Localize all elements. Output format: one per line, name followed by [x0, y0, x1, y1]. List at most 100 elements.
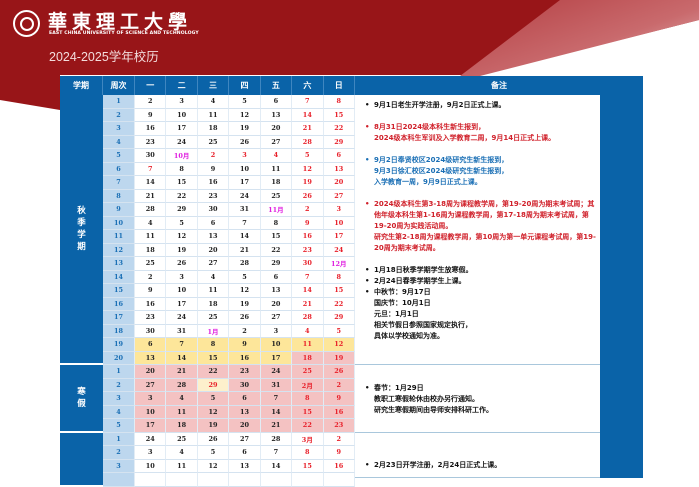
day-cell: 3	[166, 95, 198, 109]
day-cell: 19	[166, 243, 198, 257]
day-cell: 5	[229, 270, 261, 284]
day-cell: 21	[260, 419, 293, 433]
week-number: 16	[103, 297, 135, 311]
week-number: 3	[103, 459, 135, 473]
day-cell: 27	[323, 189, 355, 203]
day-cell: 6	[229, 446, 261, 460]
semester-label: 秋 季 学 期	[60, 95, 103, 365]
day-cell: 17	[260, 351, 293, 365]
week-row: 4 10 11 12 13 14 15 16	[103, 405, 355, 419]
week-number: 5	[103, 419, 135, 433]
day-cell: 28	[166, 378, 198, 392]
note-line: 2月23日开学注册，2月24日正式上课。	[374, 460, 502, 469]
day-cell: 16	[229, 351, 261, 365]
day-cell: 28	[260, 432, 293, 446]
day-cell: 22	[260, 243, 293, 257]
day-cell: 2	[135, 270, 167, 284]
day-cell: 16	[323, 405, 355, 419]
week-row: 19 6 7 8 9 10 11 12	[103, 338, 355, 352]
university-logo	[13, 10, 40, 37]
day-cell: 31	[166, 324, 198, 338]
week-number: 7	[103, 176, 135, 190]
day-cell: 4	[135, 216, 167, 230]
day-cell: 30	[229, 378, 261, 392]
day-cell: 8	[260, 216, 293, 230]
day-cell: 8	[166, 162, 198, 176]
day-cell: 6	[260, 270, 293, 284]
day-cell: 4	[197, 270, 230, 284]
day-cell: 4	[260, 149, 293, 163]
day-cell: 8	[197, 338, 230, 352]
note-line: 9月2日奉贤校区2024级研究生新生报到，	[374, 156, 509, 164]
note-line: 2月24日春季学期学生上课。	[374, 277, 466, 285]
day-cell: 18	[197, 122, 230, 136]
note-line: 2024级本科生第3-18周为课程教学周，第19-20周为期末考试周；其他年级本…	[374, 200, 595, 230]
notes-spring: 2月23日开学注册，2月24日正式上课。	[355, 432, 600, 478]
day-cell	[166, 473, 198, 487]
day-cell: 10	[135, 459, 167, 473]
day-cell: 13	[260, 284, 293, 298]
day-cell: 7	[135, 162, 167, 176]
day-cell: 7	[292, 95, 324, 109]
col-fri: 五	[261, 76, 293, 95]
day-cell: 22	[166, 189, 198, 203]
day-cell: 14	[260, 405, 293, 419]
col-notes: 备注	[490, 81, 507, 90]
day-cell: 26	[229, 135, 261, 149]
day-cell: 30	[292, 257, 324, 271]
note-item: 9月1日老生开学注册，9月2日正式上课。	[365, 100, 600, 111]
day-cell: 13	[229, 459, 261, 473]
day-cell: 23	[229, 365, 261, 379]
col-semester: 学期	[60, 76, 103, 95]
week-row: 18 30 31 1月 2 3 4 5	[103, 324, 355, 338]
day-cell: 17	[135, 419, 167, 433]
day-cell: 3	[135, 446, 167, 460]
day-cell: 27	[135, 378, 167, 392]
week-row: 17 23 24 25 26 27 28 29	[103, 311, 355, 325]
week-row: 11 11 12 13 14 15 16 17	[103, 230, 355, 244]
day-cell	[135, 473, 167, 487]
note-item: 2月23日开学注册，2月24日正式上课。	[365, 460, 600, 471]
day-cell: 2	[323, 432, 355, 446]
day-cell: 11	[135, 230, 167, 244]
day-cell: 11	[260, 162, 293, 176]
day-cell: 19	[197, 419, 230, 433]
day-cell: 7	[260, 446, 293, 460]
day-cell: 29	[166, 203, 198, 217]
day-cell: 16	[323, 459, 355, 473]
day-cell: 12月	[323, 257, 355, 271]
note-line: 研究生寒假期间由导师安排科研工作。	[374, 406, 493, 414]
day-cell: 5	[292, 149, 324, 163]
day-cell: 13	[135, 351, 167, 365]
note-line: 研究生第2-18周为课程教学周，第10周为第一单元课程考试周，第19-20周为期…	[374, 233, 596, 252]
day-cell: 24	[166, 135, 198, 149]
day-cell: 5	[323, 324, 355, 338]
day-cell: 5	[229, 95, 261, 109]
day-cell: 2	[292, 203, 324, 217]
day-cell: 5	[197, 446, 230, 460]
week-row: 20 13 14 15 16 17 18 19	[103, 351, 355, 365]
day-cell: 22	[292, 419, 324, 433]
week-number: 3	[103, 392, 135, 406]
day-cell: 14	[292, 284, 324, 298]
note-line: 相关节假日参照国家规定执行，	[374, 321, 472, 329]
day-cell: 30	[135, 149, 167, 163]
note-item: 2月24日春季学期学生上课。	[365, 276, 600, 287]
note-line: 具体以学校通知为准。	[374, 332, 444, 340]
day-cell: 11月	[260, 203, 293, 217]
day-cell: 1月	[197, 324, 230, 338]
week-number: 12	[103, 243, 135, 257]
day-cell: 25	[197, 311, 230, 325]
note-line: 入学教育一周，9月9日正式上课。	[374, 178, 482, 186]
day-cell: 23	[135, 311, 167, 325]
day-cell: 16	[197, 176, 230, 190]
note-line: 8月31日2024级本科生新生报到，	[374, 123, 486, 131]
day-cell: 2	[323, 378, 355, 392]
day-cell: 21	[229, 243, 261, 257]
day-cell: 7	[260, 392, 293, 406]
day-cell: 23	[197, 189, 230, 203]
day-cell: 12	[197, 459, 230, 473]
col-sun: 日	[324, 76, 355, 95]
day-cell: 19	[229, 297, 261, 311]
